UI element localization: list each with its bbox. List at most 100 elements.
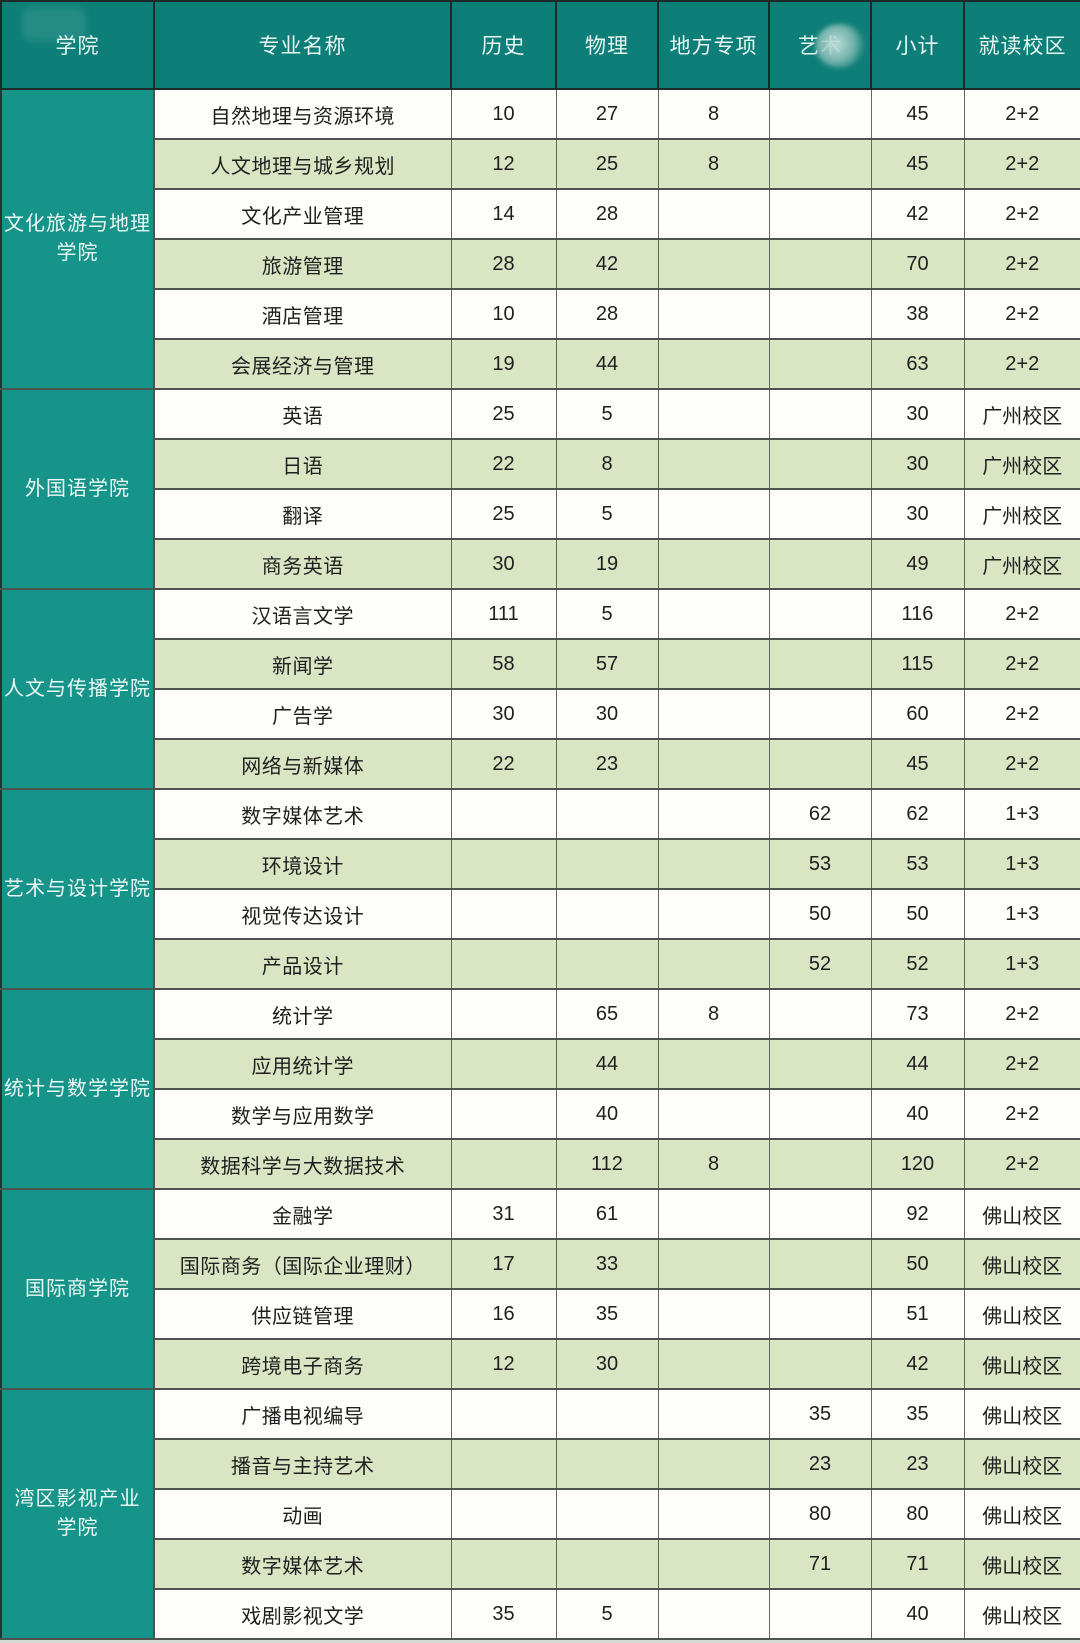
cell-campus: 2+2: [963, 1038, 1080, 1090]
cell-subtotal: 35: [870, 1388, 965, 1440]
cell-subtotal: 45: [870, 738, 965, 790]
cell-history: 30: [450, 688, 557, 740]
cell-local-program: [657, 1088, 770, 1140]
cell-campus: 广州校区: [963, 388, 1080, 440]
cell-local-program: [657, 388, 770, 440]
cell-history: [450, 988, 557, 1040]
table-row: 人文与传播学院 汉语言文学 111 5 116 2+2: [0, 588, 1080, 790]
cell-campus: 佛山校区: [963, 1438, 1080, 1490]
cell-history: 12: [450, 138, 557, 190]
cell-art: 53: [768, 838, 872, 890]
cell-physics: 57: [555, 638, 659, 690]
cell-subtotal: 23: [870, 1438, 965, 1490]
cell-physics: 112: [555, 1138, 659, 1190]
cell-campus: 2+2: [963, 138, 1080, 190]
cell-local-program: [657, 338, 770, 390]
cell-subtotal: 51: [870, 1288, 965, 1340]
cell-physics: 65: [555, 988, 659, 1040]
major-cell: 供应链管理: [153, 1288, 452, 1340]
cell-art: [768, 1138, 872, 1190]
cell-history: [450, 1038, 557, 1090]
cell-physics: [555, 1538, 659, 1590]
cell-campus: 佛山校区: [963, 1238, 1080, 1290]
cell-art: 50: [768, 888, 872, 940]
college-cell: 湾区影视产业 学院: [0, 1388, 155, 1640]
table-row: 环境设计 53 53 1+3: [1, 838, 1080, 890]
cell-local-program: 8: [657, 88, 770, 140]
cell-campus: 2+2: [963, 188, 1080, 240]
cell-physics: 42: [555, 238, 659, 290]
cell-subtotal: 52: [870, 938, 965, 990]
table-row: 外国语学院 英语 25 5 30 广州校区: [0, 388, 1080, 590]
cell-history: 22: [450, 438, 557, 490]
table-row: 供应链管理 16 35 51 佛山校区: [1, 1288, 1080, 1340]
cell-local-program: [657, 1588, 770, 1640]
cell-subtotal: 42: [870, 1338, 965, 1390]
white-smudge: [22, 7, 86, 41]
cell-subtotal: 116: [870, 588, 965, 640]
cell-history: 25: [450, 388, 557, 440]
table-row: 会展经济与管理 19 44 63 2+2: [1, 338, 1080, 390]
major-cell: 视觉传达设计: [153, 888, 452, 940]
cell-local-program: [657, 438, 770, 490]
header-cell-college: 学院: [0, 0, 155, 90]
table-header: 学院 专业名称 历史 物理 地方专项 艺术: [0, 0, 1080, 90]
cell-local-program: [657, 788, 770, 840]
cell-history: 35: [450, 1588, 557, 1640]
major-cell: 跨境电子商务: [153, 1338, 452, 1390]
major-cell: 新闻学: [153, 638, 452, 690]
cell-local-program: [657, 488, 770, 540]
college-cell: 外国语学院: [0, 388, 155, 590]
cell-physics: 44: [555, 1038, 659, 1090]
table-row: 视觉传达设计 50 50 1+3: [1, 888, 1080, 940]
header-label: 物理: [585, 35, 629, 58]
major-cell: 数据科学与大数据技术: [153, 1138, 452, 1190]
cell-campus: 2+2: [963, 288, 1080, 340]
cell-subtotal: 40: [870, 1588, 965, 1640]
cell-history: [450, 838, 557, 890]
cell-art: 35: [768, 1388, 872, 1440]
cell-physics: [555, 838, 659, 890]
cell-campus: 2+2: [963, 338, 1080, 390]
cell-local-program: [657, 1338, 770, 1390]
table-row: 湾区影视产业 学院 广播电视编导 35 35 佛山校区: [0, 1388, 1080, 1640]
table-row: 新闻学 58 57 115 2+2: [1, 638, 1080, 690]
cell-history: [450, 938, 557, 990]
cell-history: 12: [450, 1338, 557, 1390]
cell-campus: 1+3: [963, 838, 1080, 890]
table-row: 旅游管理 28 42 70 2+2: [1, 238, 1080, 290]
cell-subtotal: 49: [870, 538, 965, 590]
cell-campus: 广州校区: [963, 538, 1080, 590]
cell-campus: 2+2: [963, 238, 1080, 290]
cell-local-program: [657, 1388, 770, 1440]
cell-history: [450, 1138, 557, 1190]
cell-local-program: [657, 938, 770, 990]
cell-subtotal: 50: [870, 1238, 965, 1290]
cell-local-program: [657, 838, 770, 890]
cell-subtotal: 40: [870, 1088, 965, 1140]
cell-history: 22: [450, 738, 557, 790]
major-cell: 自然地理与资源环境: [153, 88, 452, 140]
cell-physics: 40: [555, 1088, 659, 1140]
cell-subtotal: 30: [870, 388, 965, 440]
cell-local-program: [657, 638, 770, 690]
cell-subtotal: 42: [870, 188, 965, 240]
table-row: 数据科学与大数据技术 112 8 120 2+2: [1, 1138, 1080, 1190]
table-row: 翻译 25 5 30 广州校区: [1, 488, 1080, 540]
table-row: 播音与主持艺术 23 23 佛山校区: [1, 1438, 1080, 1490]
cell-history: 111: [450, 588, 557, 640]
cell-local-program: [657, 238, 770, 290]
cell-physics: [555, 938, 659, 990]
table-row: 艺术与设计学院 数字媒体艺术 62 62 1+3: [0, 788, 1080, 990]
cell-physics: 35: [555, 1288, 659, 1340]
major-cell: 环境设计: [153, 838, 452, 890]
cell-history: [450, 1088, 557, 1140]
major-cell: 数学与应用数学: [153, 1088, 452, 1140]
major-cell: 金融学: [153, 1188, 452, 1240]
cell-campus: 2+2: [963, 738, 1080, 790]
cell-physics: 27: [555, 88, 659, 140]
header-label: 历史: [481, 35, 526, 58]
cell-subtotal: 73: [870, 988, 965, 1040]
table-row: 国际商务（国际企业理财） 17 33 50 佛山校区: [1, 1238, 1080, 1290]
blur-smudge: [815, 24, 865, 68]
